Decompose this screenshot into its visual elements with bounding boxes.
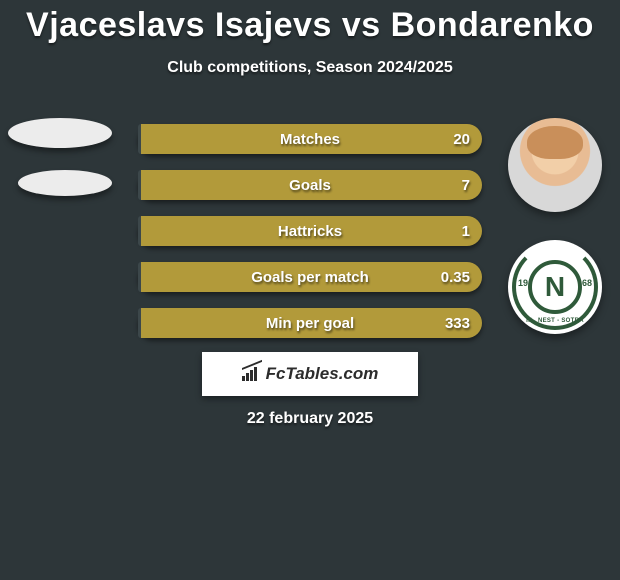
stat-bar-right-segment	[141, 124, 482, 154]
stats-area: 19 68 N I.L. NEST - SOTRA Matches20 Goals…	[0, 110, 620, 360]
bar-chart-icon	[242, 367, 260, 381]
logo-text: I.L. NEST - SOTRA	[526, 318, 584, 324]
stat-bar-right-segment	[141, 308, 482, 338]
stat-bar-right-segment	[141, 216, 482, 246]
stat-bar-row: Min per goal333	[138, 308, 482, 338]
stat-bar-right-segment	[141, 262, 482, 292]
watermark-text: FcTables.com	[266, 364, 379, 384]
stat-bar-row: Goals per match0.35	[138, 262, 482, 292]
stat-bar-row: Goals7	[138, 170, 482, 200]
team-logo: 19 68 N I.L. NEST - SOTRA	[508, 240, 602, 334]
right-player-column: 19 68 N I.L. NEST - SOTRA	[500, 118, 610, 362]
logo-year-left: 19	[518, 278, 528, 288]
stat-bars: Matches20 Goals7 Hattricks1 Goals per match…	[138, 124, 482, 354]
player-placeholder-icon	[8, 118, 112, 148]
footer-date: 22 february 2025	[0, 410, 620, 428]
stat-bar-row: Matches20	[138, 124, 482, 154]
logo-center: N	[528, 260, 582, 314]
subtitle: Club competitions, Season 2024/2025	[0, 59, 620, 77]
stat-bar-right-segment	[141, 170, 482, 200]
watermark[interactable]: FcTables.com	[202, 352, 418, 396]
player-placeholder-icon	[18, 170, 112, 196]
left-player-column	[8, 118, 126, 218]
page-title: Vjaceslavs Isajevs vs Bondarenko	[0, 0, 620, 45]
logo-year-right: 68	[582, 278, 592, 288]
stat-bar-row: Hattricks1	[138, 216, 482, 246]
player-avatar	[508, 118, 602, 212]
logo-letter: N	[545, 271, 565, 303]
